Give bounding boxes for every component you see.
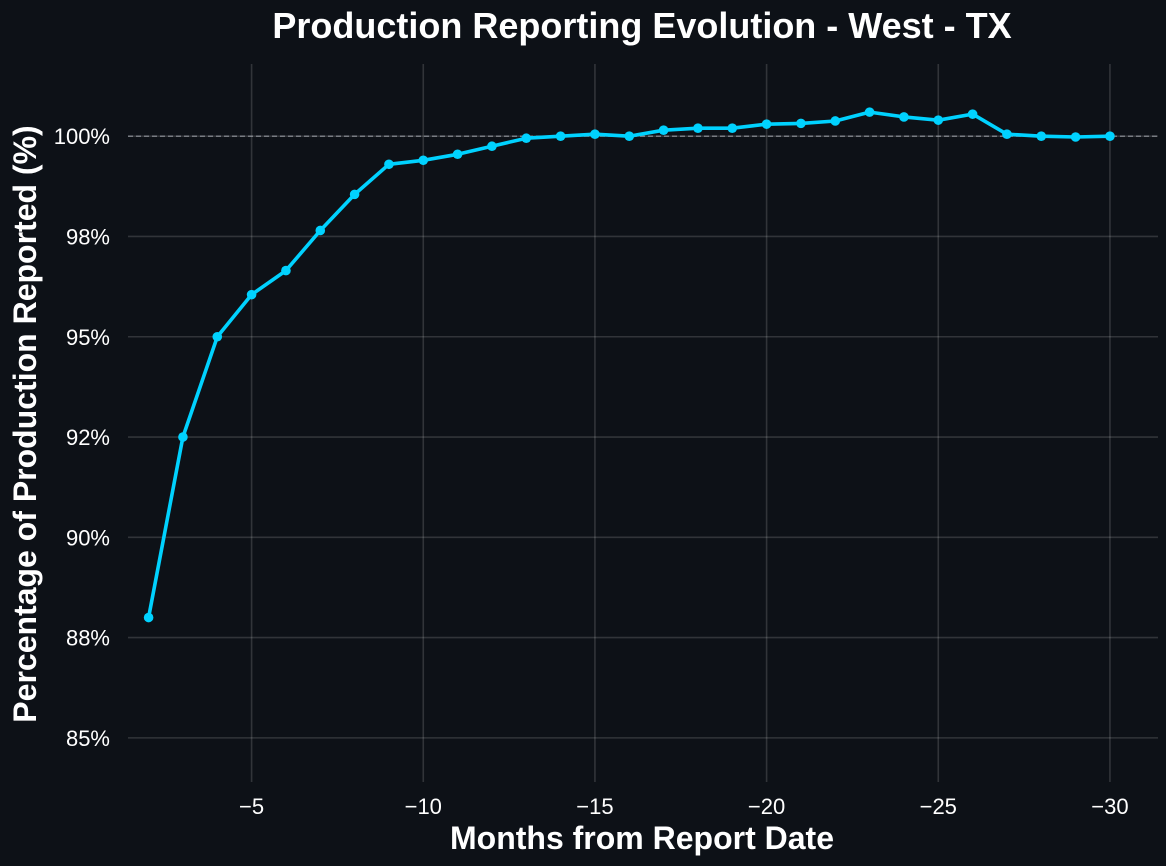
x-tick-label: −10	[405, 794, 442, 819]
x-tick-label: −5	[239, 794, 264, 819]
data-point	[967, 109, 978, 119]
data-point	[864, 107, 875, 117]
y-tick-label: 90%	[66, 525, 110, 550]
data-point	[1070, 132, 1081, 142]
data-point	[178, 432, 188, 442]
y-tick-label: 92%	[66, 425, 110, 450]
series-layer	[143, 107, 1115, 623]
x-axis-label: Months from Report Date	[450, 820, 834, 856]
data-point	[555, 131, 566, 142]
y-tick-label: 88%	[66, 626, 110, 651]
data-point	[658, 125, 669, 135]
data-point	[315, 225, 326, 236]
data-point	[521, 133, 532, 144]
chart-title: Production Reporting Evolution - West - …	[272, 5, 1011, 46]
data-point	[384, 159, 394, 170]
data-point	[761, 119, 772, 129]
data-point	[1036, 131, 1047, 142]
data-point	[212, 331, 223, 342]
data-point	[143, 612, 154, 623]
tick-label-layer: −5 −10 −15 −20 −25 −30 85% 88% 90% 92% 95% 98% 100%	[54, 124, 1129, 819]
data-point	[693, 123, 703, 133]
data-point	[452, 149, 463, 160]
data-point	[349, 189, 360, 200]
data-point	[281, 265, 291, 276]
data-point	[590, 129, 600, 139]
y-axis-label: Percentage of Production Reported (%)	[7, 125, 43, 722]
y-tick-label: 100%	[54, 124, 110, 149]
y-tick-label: 98%	[66, 224, 110, 249]
x-tick-label: −30	[1091, 794, 1128, 819]
y-tick-label: 85%	[66, 726, 110, 751]
data-point	[487, 141, 497, 152]
data-point	[727, 123, 738, 133]
data-point	[1105, 131, 1115, 142]
x-tick-label: −25	[920, 794, 957, 819]
x-tick-label: −20	[748, 794, 785, 819]
data-point	[830, 116, 841, 126]
data-point	[899, 112, 909, 122]
data-point	[246, 289, 257, 300]
x-tick-label: −15	[576, 794, 613, 819]
data-point	[933, 115, 944, 125]
data-point	[624, 131, 635, 142]
data-point	[796, 118, 806, 129]
data-point	[1002, 129, 1012, 139]
data-point	[418, 155, 429, 166]
y-tick-label: 95%	[66, 325, 110, 350]
